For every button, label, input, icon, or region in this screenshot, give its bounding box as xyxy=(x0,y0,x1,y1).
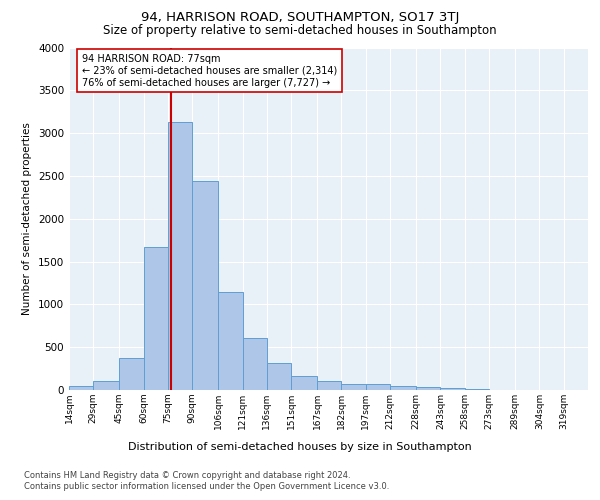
Bar xyxy=(317,382,341,390)
Bar xyxy=(291,376,317,390)
Text: 94 HARRISON ROAD: 77sqm
← 23% of semi-detached houses are smaller (2,314)
76% of: 94 HARRISON ROAD: 77sqm ← 23% of semi-de… xyxy=(82,54,337,88)
Bar xyxy=(341,384,366,390)
Bar xyxy=(390,386,416,390)
Bar xyxy=(168,122,192,390)
Y-axis label: Number of semi-detached properties: Number of semi-detached properties xyxy=(22,122,32,315)
Bar xyxy=(242,338,267,390)
Bar xyxy=(267,364,291,390)
Text: 94, HARRISON ROAD, SOUTHAMPTON, SO17 3TJ: 94, HARRISON ROAD, SOUTHAMPTON, SO17 3TJ xyxy=(141,11,459,24)
Bar xyxy=(143,247,168,390)
Bar xyxy=(440,388,465,390)
Bar xyxy=(94,382,119,390)
Text: Distribution of semi-detached houses by size in Southampton: Distribution of semi-detached houses by … xyxy=(128,442,472,452)
Bar xyxy=(416,387,440,390)
Bar xyxy=(192,181,218,390)
Text: Contains public sector information licensed under the Open Government Licence v3: Contains public sector information licen… xyxy=(24,482,389,491)
Bar xyxy=(366,384,390,390)
Bar xyxy=(465,389,489,390)
Text: Size of property relative to semi-detached houses in Southampton: Size of property relative to semi-detach… xyxy=(103,24,497,37)
Bar xyxy=(69,386,94,390)
Bar xyxy=(218,292,242,390)
Bar xyxy=(119,358,143,390)
Text: Contains HM Land Registry data © Crown copyright and database right 2024.: Contains HM Land Registry data © Crown c… xyxy=(24,471,350,480)
